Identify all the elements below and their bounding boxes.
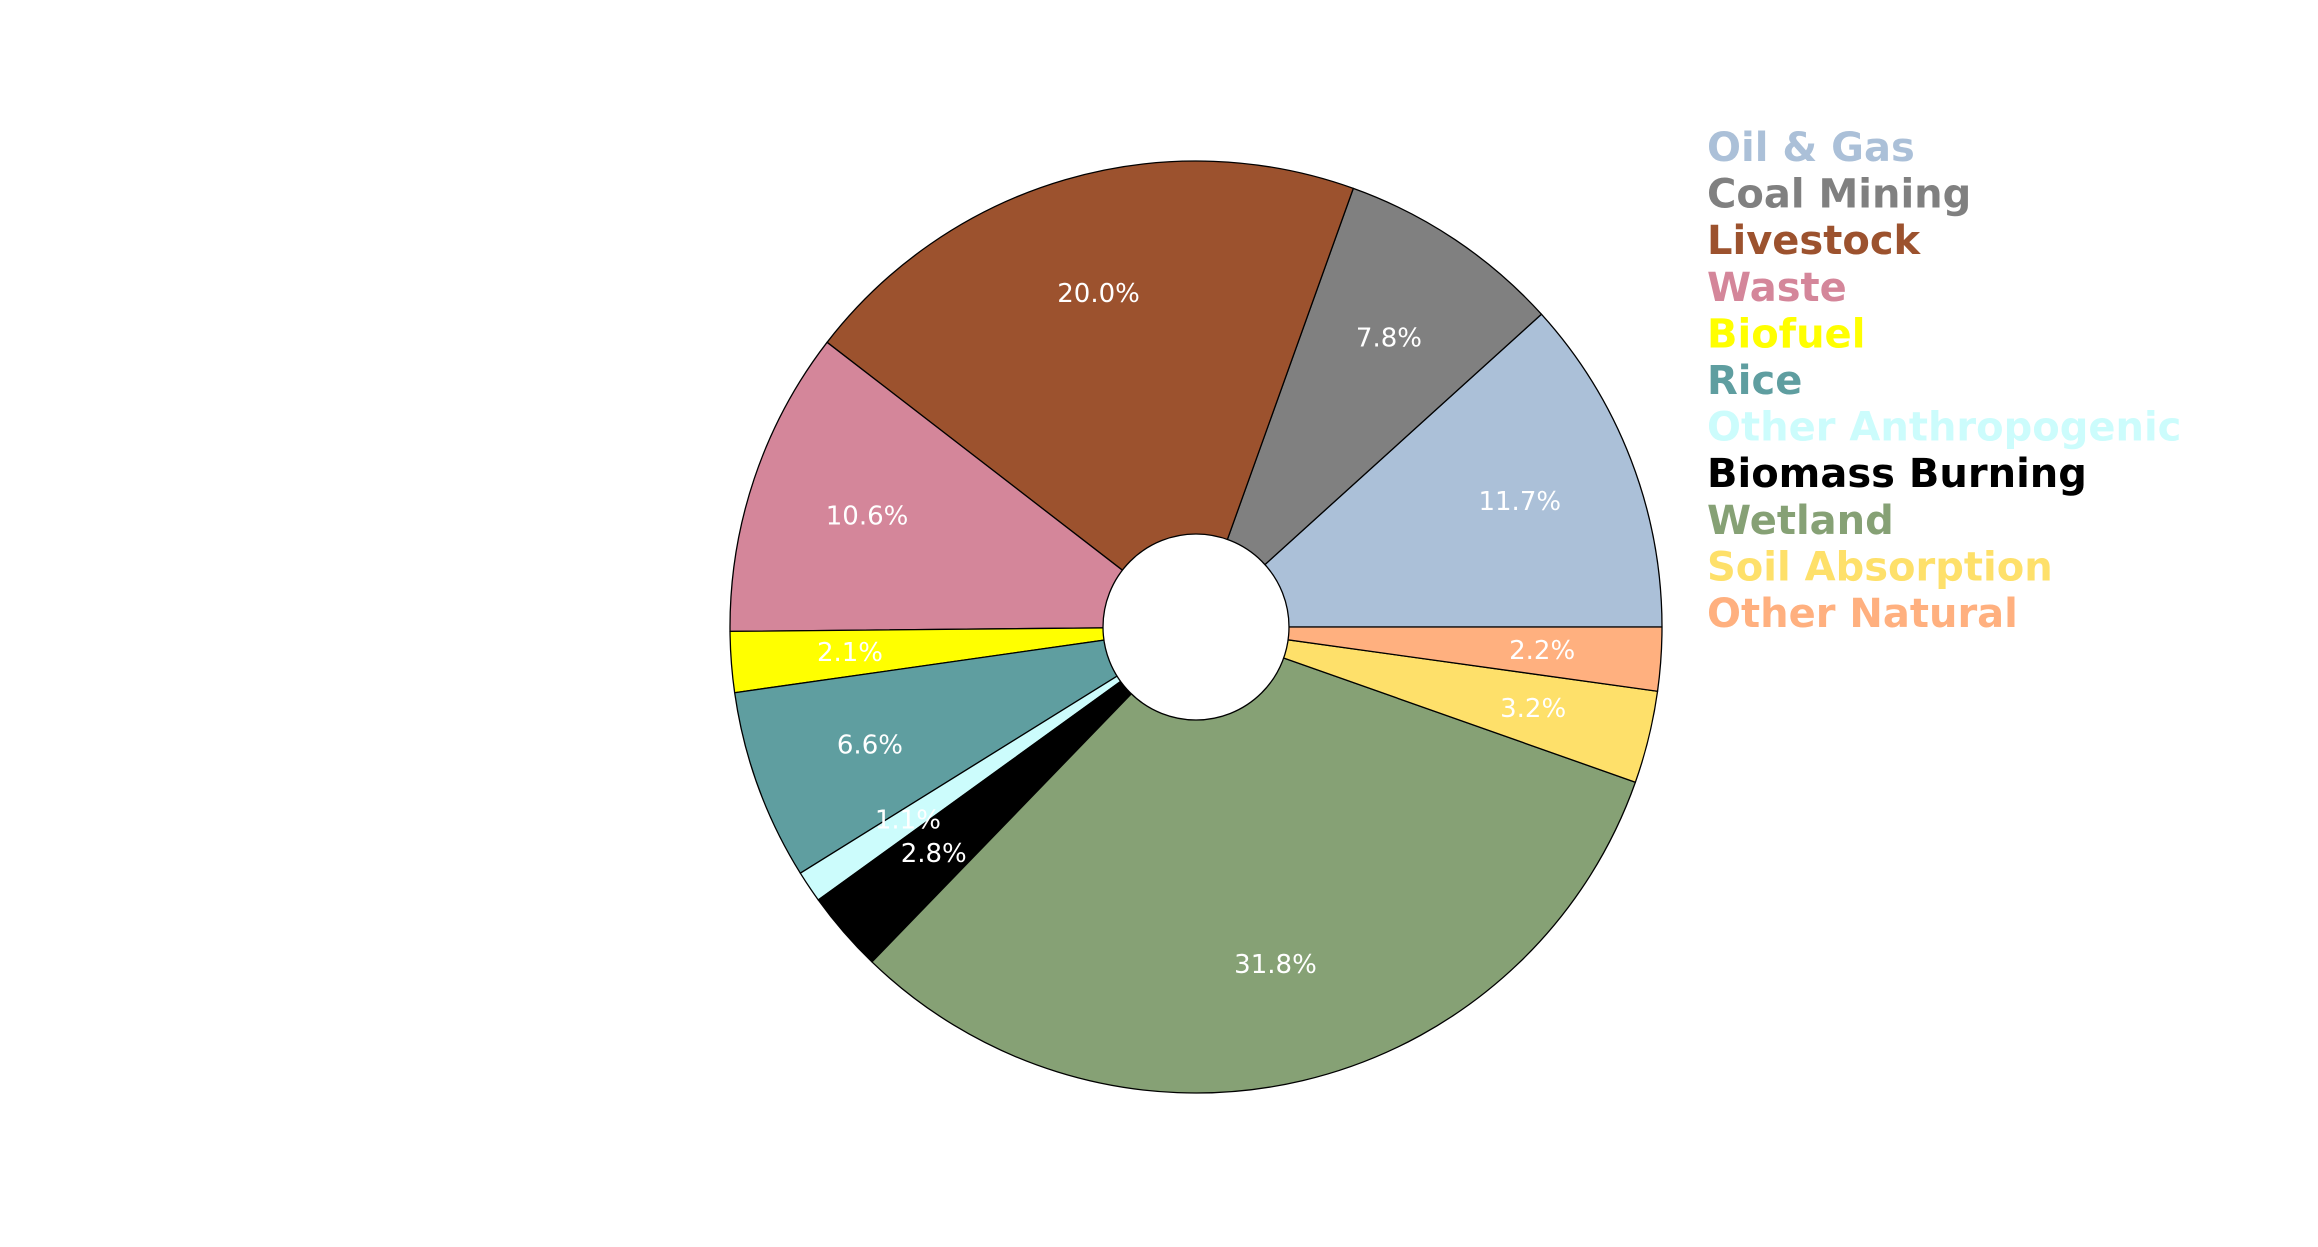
percent-label-biomass-burning: 2.8%	[901, 839, 967, 869]
percent-label-other-natural: 2.2%	[1509, 636, 1575, 666]
percent-label-other-anthropogenic: 1.1%	[875, 805, 941, 835]
legend-entry-oil-gas: Oil & Gas	[1707, 125, 1915, 171]
slice-coal-mining	[1195, 187, 1543, 628]
legend-entry-other-natural: Other Natural	[1707, 591, 2018, 637]
percent-label-waste: 10.6%	[826, 502, 909, 532]
legend-entry-wetland: Wetland	[1707, 498, 1894, 544]
legend-entry-biomass-burning: Biomass Burning	[1707, 451, 2087, 497]
legend-entry-rice: Rice	[1707, 358, 1802, 404]
percent-label-coal-mining: 7.8%	[1356, 324, 1422, 354]
donut-hole	[1102, 533, 1290, 721]
slice-oil-gas	[1195, 313, 1663, 628]
legend-entry-livestock: Livestock	[1707, 218, 1922, 264]
legend-entry-other-anthropogenic: Other Anthropogenic	[1707, 405, 2181, 451]
percent-label-biofuel: 2.1%	[817, 638, 883, 668]
percent-label-livestock: 20.0%	[1057, 279, 1140, 309]
slice-other-natural	[1195, 626, 1663, 692]
slice-rice	[734, 626, 1197, 874]
slice-livestock	[826, 160, 1354, 628]
slice-waste	[729, 341, 1197, 633]
percent-labels-layer: 11.7% 7.8% 20.0% 10.6% 2.1% 6.6% 1.1% 2.8% 31.8%…	[817, 279, 1575, 980]
slice-wetland	[871, 626, 1637, 1094]
legend-entry-coal-mining: Coal Mining	[1707, 172, 1971, 218]
slices-layer	[729, 160, 1663, 1094]
legend-entry-waste: Waste	[1707, 265, 1847, 311]
percent-label-soil-absorption: 3.2%	[1500, 694, 1566, 724]
legend-entry-biofuel: Biofuel	[1707, 311, 1865, 357]
legend-entry-soil-absorption: Soil Absorption	[1707, 544, 2053, 590]
percent-label-oil-gas: 11.7%	[1478, 487, 1561, 517]
percent-label-wetland: 31.8%	[1234, 950, 1317, 980]
percent-label-rice: 6.6%	[837, 731, 903, 761]
